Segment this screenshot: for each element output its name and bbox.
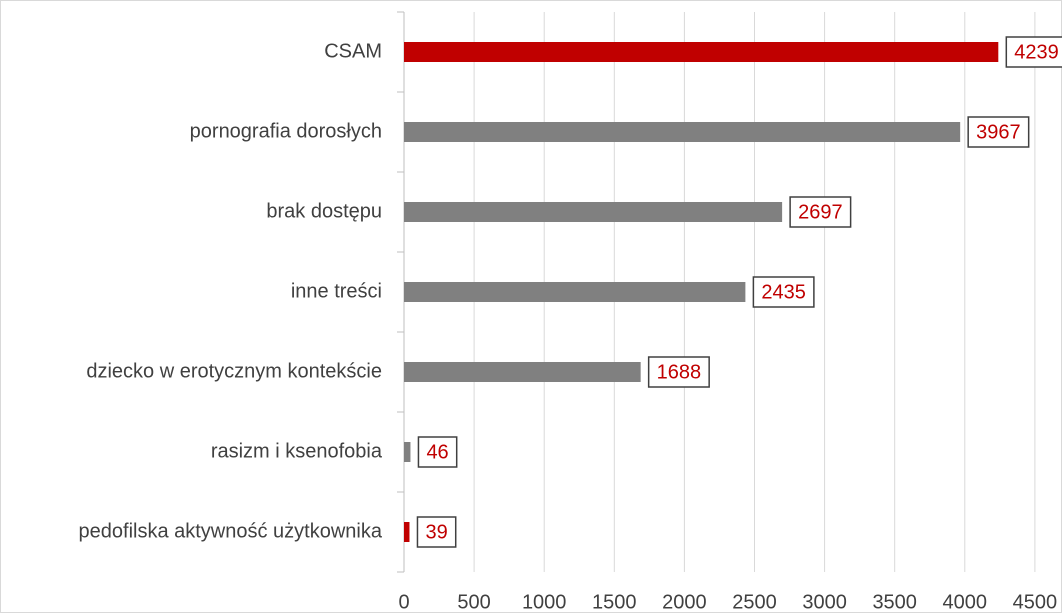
x-tick-label: 4000	[943, 591, 988, 613]
x-tick-label: 3000	[802, 591, 847, 613]
bar	[404, 122, 961, 142]
x-tick-label: 2000	[662, 591, 707, 613]
y-tick-label: inne treści	[291, 280, 382, 302]
bar	[404, 442, 411, 462]
x-tick-label: 4500	[1013, 591, 1058, 613]
bar	[404, 282, 746, 302]
bar	[404, 42, 999, 62]
data-label-box	[416, 516, 457, 548]
data-label-box	[417, 436, 458, 468]
bar	[404, 362, 641, 382]
x-tick-label: 0	[398, 591, 409, 613]
data-label: 39	[425, 521, 447, 543]
x-tick-label: 1000	[522, 591, 567, 613]
data-label-box	[752, 276, 815, 308]
data-label-box	[647, 356, 710, 388]
data-label: 2697	[798, 201, 843, 223]
data-label: 3967	[976, 121, 1021, 143]
x-tick-label: 500	[457, 591, 490, 613]
data-label: 4239	[1014, 41, 1059, 63]
y-tick-label: pedofilska aktywność użytkownika	[79, 520, 383, 542]
bar	[404, 522, 410, 542]
y-tick-label: rasizm i ksenofobia	[211, 440, 383, 462]
bar	[404, 202, 783, 222]
data-label: 2435	[761, 281, 806, 303]
data-label: 1688	[657, 361, 702, 383]
data-label-box	[967, 116, 1030, 148]
x-tick-label: 3500	[872, 591, 917, 613]
data-label-box	[789, 196, 852, 228]
data-label-box	[1005, 36, 1062, 68]
y-tick-label: CSAM	[324, 40, 382, 62]
data-label: 46	[426, 441, 448, 463]
x-tick-label: 1500	[592, 591, 637, 613]
y-tick-label: brak dostępu	[266, 200, 382, 222]
y-tick-label: dziecko w erotycznym kontekście	[86, 360, 382, 382]
x-tick-label: 2500	[732, 591, 777, 613]
y-tick-label: pornografia dorosłych	[190, 120, 382, 142]
